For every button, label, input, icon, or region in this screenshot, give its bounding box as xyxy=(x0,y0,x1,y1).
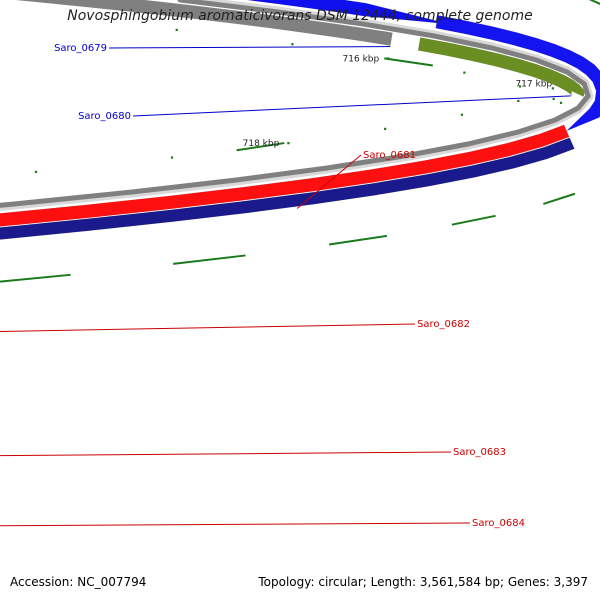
topology-label: Topology: circular; Length: 3,561,584 bp… xyxy=(258,575,588,589)
ruler-dot xyxy=(517,99,520,103)
gene-leader-line xyxy=(0,323,416,332)
gene-saro-0680[interactable] xyxy=(435,15,600,132)
gene-label[interactable]: Saro_0683 xyxy=(453,447,506,458)
gene-label[interactable]: Saro_0680 xyxy=(78,111,131,122)
gene-leader-line xyxy=(296,154,362,209)
ruler-dash xyxy=(451,214,496,226)
ruler-dot xyxy=(175,28,178,32)
gene-saro-0681[interactable] xyxy=(0,124,570,252)
gene-leader-line xyxy=(108,46,391,49)
gene-leader-line xyxy=(132,95,571,117)
ruler-dot xyxy=(291,43,294,46)
gene-saro-0679[interactable] xyxy=(0,0,450,25)
gene-label[interactable]: Saro_0684 xyxy=(472,518,525,529)
ruler-dot xyxy=(460,113,464,116)
kbp-tick-label: 718 kbp xyxy=(243,139,280,149)
ruler-dot xyxy=(384,127,387,130)
ruler-dot xyxy=(34,170,38,173)
kbp-tick-label: 717 kbp xyxy=(515,80,552,90)
ruler-dot xyxy=(463,71,466,74)
kbp-tick-label: 716 kbp xyxy=(343,54,380,64)
ruler-dash xyxy=(173,254,246,265)
ruler-dot xyxy=(170,156,174,159)
genome-title: Novosphingobium aromaticivorans DSM 1244… xyxy=(67,8,533,24)
gene-leader-line xyxy=(0,451,452,457)
ruler-dash xyxy=(588,0,600,5)
ruler-dot xyxy=(518,85,522,88)
gene-leader-line xyxy=(0,522,471,527)
ruler-dot xyxy=(552,97,555,101)
kbp-tick xyxy=(236,142,285,152)
grey-feature[interactable] xyxy=(0,0,393,46)
gene-label[interactable]: Saro_0682 xyxy=(417,319,470,330)
ruler-dash xyxy=(0,273,71,283)
olive-feature[interactable] xyxy=(417,37,585,98)
ruler-dash xyxy=(328,234,387,246)
ruler-dash xyxy=(543,192,576,205)
ruler-dot xyxy=(551,87,554,90)
kbp-tick xyxy=(384,57,433,67)
ruler-dot xyxy=(287,142,290,145)
gene-label[interactable]: Saro_0681 xyxy=(363,150,416,161)
gene-label[interactable]: Saro_0679 xyxy=(54,43,107,54)
navy-feature[interactable] xyxy=(0,137,575,257)
ruler-dot xyxy=(559,101,563,104)
accession-label: Accession: NC_007794 xyxy=(10,575,147,589)
